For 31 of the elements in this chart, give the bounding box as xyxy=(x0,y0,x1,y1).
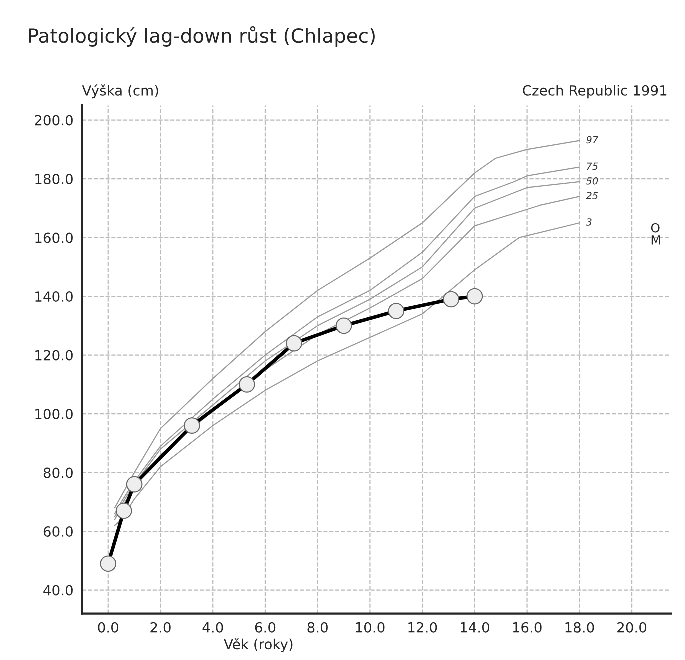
y-tick-label: 120.0 xyxy=(36,350,73,361)
x-tick-label: 2.0 xyxy=(150,622,171,633)
series-label: 97 xyxy=(586,136,598,144)
y-tick-label: 100.0 xyxy=(36,409,73,420)
x-tick-label: 18.0 xyxy=(566,622,594,633)
text: Czech Republic 1991 xyxy=(523,85,667,99)
annotation: M xyxy=(652,236,660,245)
x-tick-label: 14.0 xyxy=(460,622,490,633)
chart-title: Patologický lag-down růst (Chlapec) xyxy=(29,26,375,47)
series-label: 75 xyxy=(587,162,598,170)
annotation: O xyxy=(651,223,660,233)
y-tick-label: 80.0 xyxy=(44,468,73,478)
series-label: 3 xyxy=(586,218,592,226)
y-tick-label: 160.0 xyxy=(36,232,73,244)
y-tick-label: 180.0 xyxy=(36,174,73,185)
x-tick-label: 16.0 xyxy=(513,622,542,633)
y-tick-label: 140.0 xyxy=(36,292,73,302)
x-tick-label: 10.0 xyxy=(356,622,385,633)
x-tick-label: 0.0 xyxy=(98,622,119,633)
y-tick-label: 60.0 xyxy=(44,526,73,538)
x-tick-label: 4.0 xyxy=(202,622,224,633)
series-label: 25 xyxy=(586,192,598,200)
series-label: 50 xyxy=(586,177,598,185)
x-tick-label: 6.0 xyxy=(255,622,276,633)
y-tick-label: 40.0 xyxy=(44,585,73,596)
x-tick-label: 12.0 xyxy=(408,622,438,633)
x-tick-label: 20.0 xyxy=(618,622,647,633)
y-axis-title: Výška (cm) xyxy=(82,84,158,99)
x-tick-label: 8.0 xyxy=(308,622,328,633)
y-tick-label: 200.0 xyxy=(35,115,73,126)
x-axis-title: Věk (roky) xyxy=(224,638,293,652)
